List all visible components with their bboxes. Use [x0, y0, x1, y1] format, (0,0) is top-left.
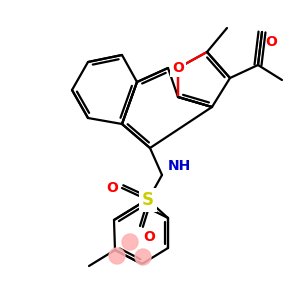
Circle shape	[109, 248, 125, 264]
Text: S: S	[142, 191, 154, 209]
Circle shape	[135, 249, 151, 265]
Text: O: O	[143, 230, 155, 244]
Text: NH: NH	[168, 159, 191, 173]
Circle shape	[122, 234, 138, 250]
Text: O: O	[106, 181, 118, 195]
Text: O: O	[265, 35, 277, 49]
Text: O: O	[172, 61, 184, 75]
